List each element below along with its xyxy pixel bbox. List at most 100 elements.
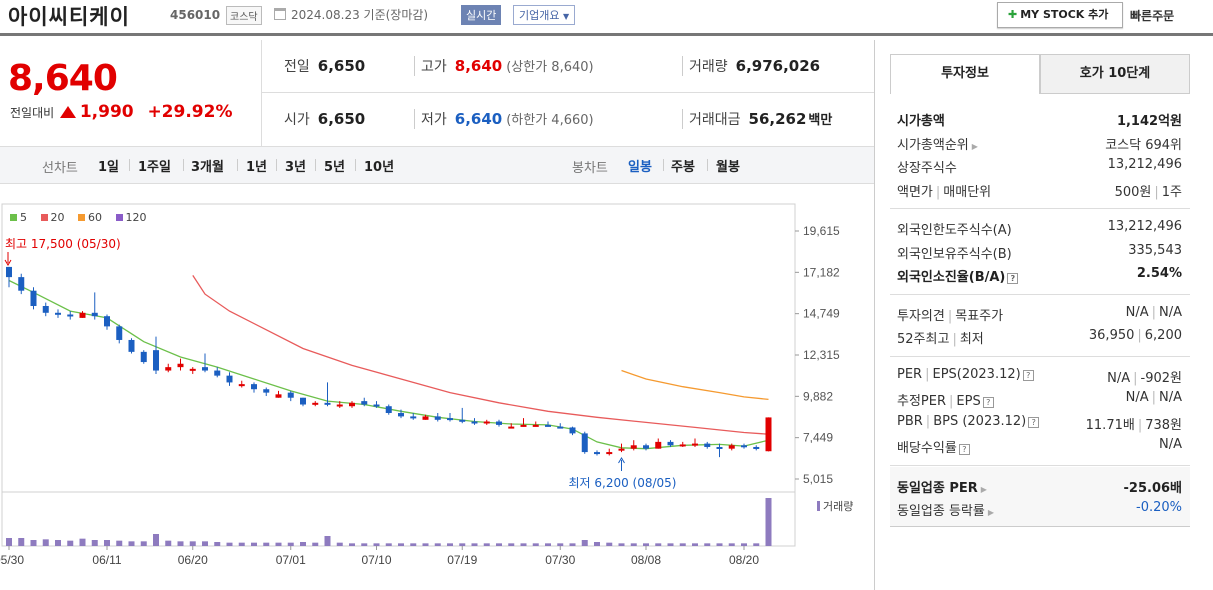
volume-legend-swatch [817, 501, 820, 511]
period-3y[interactable]: 3년 [285, 160, 307, 175]
stock-header: 아이씨티케이 456010 코스닥 2024.08.23 기준(장마감) 실시간… [0, 0, 1213, 36]
volume-bar [704, 543, 711, 546]
volume-bar [569, 543, 576, 546]
chart-frame [1, 203, 796, 547]
candle-body [202, 367, 208, 371]
volume-bar [128, 541, 135, 546]
volume: 거래량 6,976,026 [682, 56, 820, 76]
help-icon[interactable]: ? [1022, 369, 1034, 381]
volume-bar [483, 543, 490, 546]
candle-body [18, 277, 25, 291]
period-1y[interactable]: 1년 [246, 160, 268, 175]
candle-body [6, 266, 12, 278]
sector-per-row[interactable]: 동일업종 PER ▶ -25.06배 [897, 480, 1182, 496]
info-tabs: 투자정보 호가 10단계 [890, 54, 1190, 94]
candle-body [300, 397, 306, 405]
y-tick-label: 17,182 [803, 265, 840, 279]
candle-body [753, 446, 760, 449]
volume-bar [422, 543, 429, 546]
period-1d[interactable]: 1일 [98, 160, 120, 175]
candle-monthly[interactable]: 월봉 [716, 160, 740, 175]
realtime-button[interactable]: 실시간 [461, 5, 502, 25]
volume-bar [312, 542, 319, 546]
volume-bar [140, 541, 147, 546]
volume-bar [349, 543, 355, 546]
help-icon[interactable]: ? [1007, 273, 1019, 284]
period-3m[interactable]: 3개월 [191, 160, 224, 175]
volume-bar [471, 543, 478, 546]
sector-change-row[interactable]: 동일업종 등락률 ▶ -0.20% [897, 500, 1182, 519]
line-chart-label: 선차트 [42, 161, 78, 176]
current-price-box: 8,640 전일대비 1,990 +29.92% [0, 40, 262, 146]
quick-order-button[interactable]: 빠른주문 [1130, 9, 1175, 23]
x-tick-label: 08/08 [631, 553, 661, 567]
pbr-bps-row: PBR | BPS (2023.12)? 11.71배 | 738원 [897, 413, 1182, 433]
x-tick-label: 05/30 [0, 553, 24, 567]
open-price: 시가 6,650 [284, 110, 366, 128]
add-mystock-button[interactable]: ✚ MY STOCK 추가 [997, 2, 1123, 28]
period-10y[interactable]: 10년 [364, 160, 395, 175]
market-badge: 코스닥 [226, 6, 262, 25]
volume-bar [398, 543, 404, 546]
candle-body [251, 384, 257, 390]
volume-bar [581, 540, 588, 546]
company-overview-dropdown[interactable]: 기업개요 ▼ [513, 5, 576, 25]
volume-bar [545, 543, 551, 546]
x-tick-label: 07/19 [447, 553, 477, 567]
candle-body [140, 351, 147, 363]
chevron-right-icon: ▶ [980, 484, 987, 494]
volume-bar [104, 540, 110, 546]
help-icon[interactable]: ? [958, 444, 970, 455]
day-high: 고가 8,640 (상한가 8,640) [414, 56, 594, 76]
candle-body [263, 389, 270, 393]
ma5-line [8, 279, 769, 450]
low-arrow-head [618, 457, 625, 464]
help-icon[interactable]: ? [982, 397, 994, 408]
candle-body [618, 448, 625, 451]
candle-body [79, 312, 86, 318]
candle-body [569, 427, 576, 434]
period-5y[interactable]: 5년 [324, 160, 346, 175]
candle-body [153, 350, 159, 371]
volume-bar [251, 542, 257, 546]
volume-bar [238, 542, 245, 546]
candle-body [483, 421, 490, 424]
tab-hoga[interactable]: 호가 10단계 [1040, 54, 1190, 94]
candle-body [520, 424, 527, 427]
candle-body [532, 424, 539, 427]
w52-row: 52주최고 | 최저 36,950 | 6,200 [897, 328, 1182, 347]
candle-body [275, 394, 282, 398]
y-tick-label: 7,449 [803, 431, 833, 445]
candle-body [692, 443, 698, 446]
volume-bar [275, 542, 282, 546]
candle-body [594, 452, 600, 455]
candle-body [349, 402, 355, 407]
candle-body [42, 305, 49, 313]
volume-bar [67, 540, 74, 546]
price-chart[interactable]: 5 20 60 120 19,615 17,182 14,749 12,315 9,88… [0, 186, 874, 590]
high-arrow-head [4, 259, 12, 266]
est-per-row: 추정PER | EPS? N/A | N/A [897, 390, 1182, 409]
cap-rank-row[interactable]: 시가총액순위 ▶ 코스닥 694위 [897, 137, 1182, 153]
volume-bar [55, 540, 61, 546]
x-tick-label: 06/11 [92, 553, 121, 567]
candle-daily[interactable]: 일봉 [628, 160, 652, 175]
help-icon[interactable]: ? [1028, 416, 1040, 428]
candle-body [630, 445, 637, 449]
prev-close: 전일 6,650 [284, 57, 366, 75]
candle-chart-label: 봉차트 [572, 161, 608, 176]
candle-body [410, 416, 417, 419]
volume-bar [42, 539, 49, 546]
period-1w[interactable]: 1주일 [138, 160, 171, 175]
candle-body [214, 370, 221, 376]
volume-bar [447, 543, 453, 546]
candle-weekly[interactable]: 주봉 [671, 160, 695, 175]
per-eps-row: PER | EPS(2023.12)? N/A | -902원 [897, 366, 1182, 386]
candle-body [238, 384, 245, 387]
volume-bar [692, 543, 698, 546]
candle-body [765, 417, 772, 452]
tab-invest-info[interactable]: 투자정보 [890, 54, 1040, 94]
volume-bar [336, 542, 343, 546]
candle-body [741, 445, 747, 448]
volume-bar [410, 543, 417, 546]
